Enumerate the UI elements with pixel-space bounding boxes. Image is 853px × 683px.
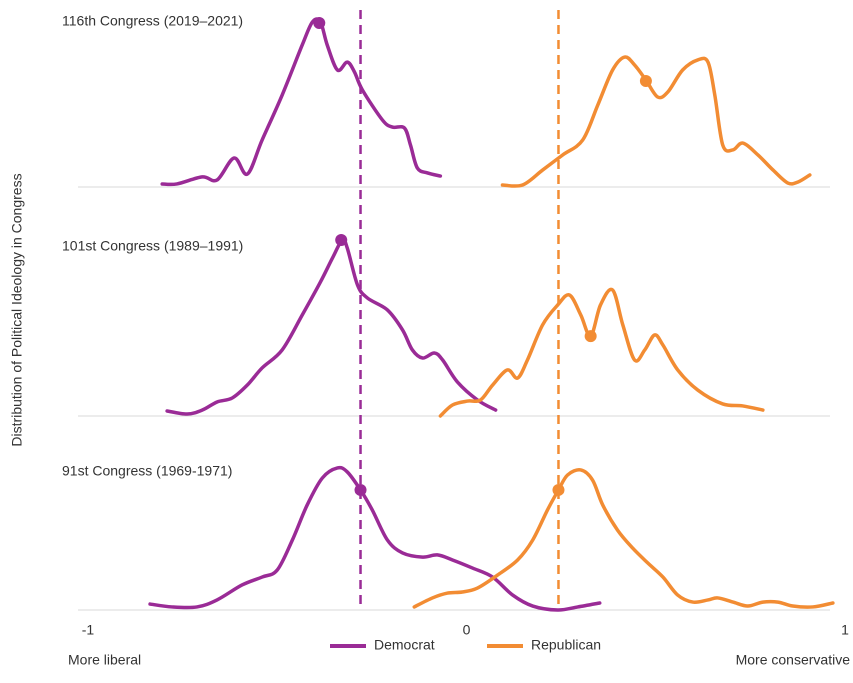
median-dot (354, 483, 367, 496)
density-curve (500, 55, 812, 188)
median-dot (552, 483, 565, 496)
median-dot (335, 233, 348, 246)
y-axis-label: Distribution of Political Ideology in Co… (9, 173, 25, 446)
legend-label: Democrat (374, 637, 435, 653)
legend-label: Republican (531, 637, 601, 653)
panel-title: 91st Congress (1969-1971) (62, 463, 232, 479)
median-dot (639, 74, 652, 87)
x-annotation: More conservative (736, 652, 851, 668)
density-curve (438, 287, 765, 418)
x-annotation: More liberal (68, 652, 141, 668)
density-curve (160, 17, 443, 187)
x-tick-label: 1 (841, 622, 849, 638)
median-dot (584, 330, 597, 343)
x-tick-label: -1 (82, 622, 95, 638)
median-dot (313, 17, 326, 30)
density-curve (412, 468, 835, 609)
density-curve (165, 237, 498, 416)
x-tick-label: 0 (463, 622, 471, 638)
panel-title: 101st Congress (1989–1991) (62, 238, 243, 254)
panel-title: 116th Congress (2019–2021) (62, 13, 243, 29)
density-curve (148, 465, 602, 612)
